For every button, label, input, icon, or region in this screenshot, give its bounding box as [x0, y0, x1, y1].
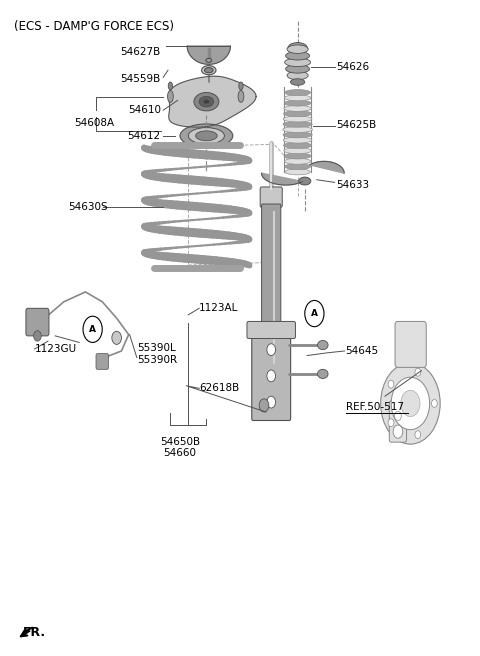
- Ellipse shape: [283, 127, 312, 133]
- Text: FR.: FR.: [23, 626, 46, 639]
- Text: 54610: 54610: [128, 105, 161, 115]
- Circle shape: [267, 344, 276, 356]
- Text: 54559B: 54559B: [120, 73, 161, 84]
- Polygon shape: [187, 46, 230, 64]
- Ellipse shape: [283, 121, 312, 127]
- Circle shape: [381, 363, 440, 444]
- Ellipse shape: [196, 131, 217, 140]
- Ellipse shape: [283, 137, 312, 143]
- FancyBboxPatch shape: [395, 321, 426, 367]
- Text: A: A: [311, 309, 318, 318]
- Ellipse shape: [293, 45, 302, 51]
- Ellipse shape: [283, 132, 312, 138]
- Circle shape: [395, 411, 401, 420]
- Ellipse shape: [318, 340, 328, 350]
- Circle shape: [432, 400, 437, 407]
- Text: REF.50-517: REF.50-517: [346, 401, 404, 412]
- Text: 54612: 54612: [128, 131, 161, 141]
- Polygon shape: [262, 173, 302, 185]
- Text: 1123GU: 1123GU: [35, 344, 77, 354]
- Ellipse shape: [284, 100, 311, 106]
- Ellipse shape: [284, 111, 312, 117]
- Circle shape: [393, 425, 403, 438]
- Text: 54608A: 54608A: [74, 118, 115, 129]
- Ellipse shape: [239, 82, 243, 90]
- Ellipse shape: [290, 79, 305, 85]
- Polygon shape: [169, 76, 256, 127]
- Circle shape: [34, 331, 41, 341]
- Text: 54630S: 54630S: [69, 201, 108, 212]
- Ellipse shape: [168, 82, 172, 90]
- FancyBboxPatch shape: [247, 321, 295, 338]
- Ellipse shape: [168, 91, 173, 102]
- Ellipse shape: [204, 68, 213, 73]
- Text: 62618B: 62618B: [199, 383, 240, 394]
- Ellipse shape: [285, 58, 311, 66]
- Ellipse shape: [287, 45, 308, 53]
- Ellipse shape: [299, 177, 311, 185]
- Circle shape: [267, 370, 276, 382]
- Ellipse shape: [288, 43, 307, 53]
- FancyBboxPatch shape: [96, 354, 108, 369]
- FancyBboxPatch shape: [389, 401, 407, 442]
- Ellipse shape: [284, 142, 312, 148]
- FancyBboxPatch shape: [26, 308, 49, 336]
- Circle shape: [388, 380, 394, 388]
- Ellipse shape: [287, 71, 308, 79]
- Circle shape: [415, 368, 420, 376]
- Ellipse shape: [284, 153, 311, 159]
- Polygon shape: [310, 161, 344, 173]
- Ellipse shape: [194, 92, 219, 111]
- Ellipse shape: [238, 91, 244, 102]
- Text: 54645: 54645: [346, 346, 379, 356]
- Ellipse shape: [180, 124, 233, 148]
- Ellipse shape: [202, 66, 216, 75]
- Text: 54650B
54660: 54650B 54660: [160, 437, 200, 458]
- FancyBboxPatch shape: [262, 204, 281, 371]
- Ellipse shape: [284, 95, 311, 101]
- Ellipse shape: [318, 369, 328, 379]
- Circle shape: [259, 399, 269, 412]
- Text: 54633: 54633: [336, 180, 369, 190]
- Ellipse shape: [206, 58, 212, 62]
- Ellipse shape: [286, 51, 310, 60]
- Ellipse shape: [286, 64, 310, 73]
- FancyBboxPatch shape: [252, 325, 290, 420]
- Circle shape: [305, 300, 324, 327]
- Circle shape: [401, 390, 420, 417]
- Ellipse shape: [284, 106, 312, 112]
- Circle shape: [415, 431, 420, 439]
- Text: 54627B: 54627B: [120, 47, 161, 58]
- Ellipse shape: [283, 116, 312, 122]
- Text: (ECS - DAMP'G FORCE ECS): (ECS - DAMP'G FORCE ECS): [14, 20, 174, 33]
- Ellipse shape: [285, 90, 311, 96]
- Ellipse shape: [188, 127, 225, 144]
- Ellipse shape: [204, 100, 209, 104]
- Ellipse shape: [285, 169, 310, 174]
- Ellipse shape: [284, 148, 312, 154]
- Text: 55390L
55390R: 55390L 55390R: [137, 344, 177, 365]
- Circle shape: [267, 396, 276, 408]
- Text: 54626: 54626: [336, 62, 369, 72]
- Polygon shape: [20, 627, 33, 637]
- Ellipse shape: [284, 158, 311, 164]
- Text: A: A: [89, 325, 96, 334]
- Circle shape: [83, 316, 102, 342]
- Ellipse shape: [285, 163, 311, 169]
- Circle shape: [112, 331, 121, 344]
- Circle shape: [391, 377, 430, 430]
- Text: 1123AL: 1123AL: [199, 303, 239, 314]
- Text: 54625B: 54625B: [336, 119, 376, 130]
- Ellipse shape: [199, 96, 214, 107]
- FancyBboxPatch shape: [260, 187, 282, 207]
- Circle shape: [388, 419, 394, 426]
